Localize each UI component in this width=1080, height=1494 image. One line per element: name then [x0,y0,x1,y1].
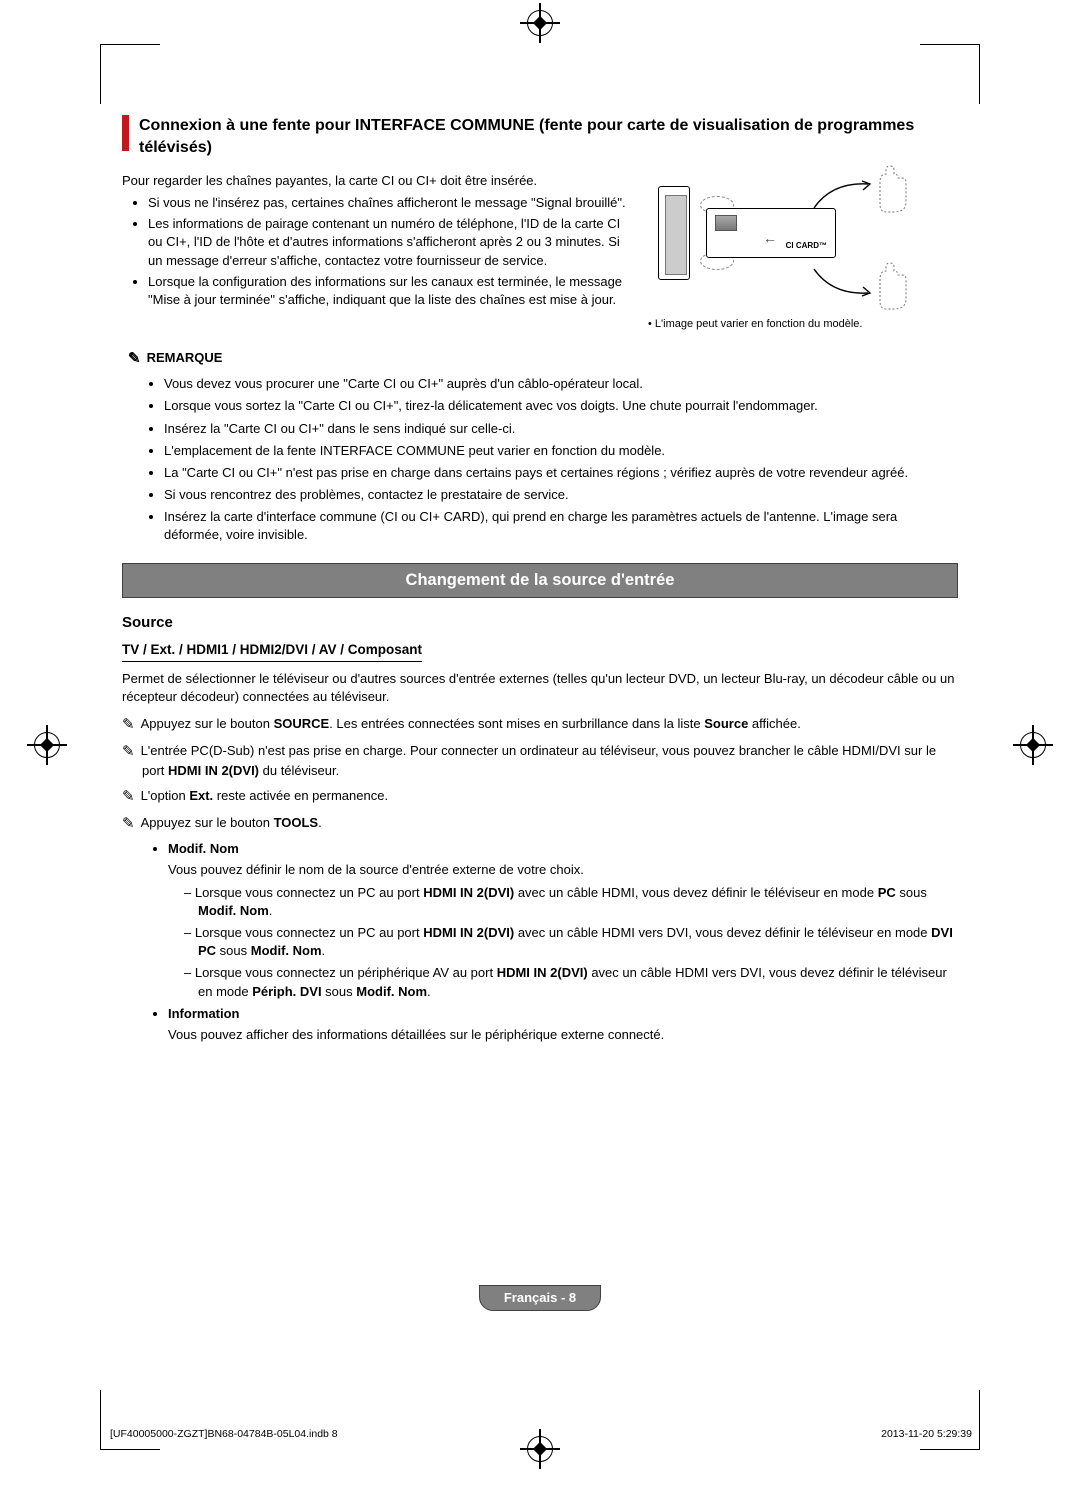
remarque-item: Vous devez vous procurer une "Carte CI o… [164,375,958,393]
tools-sublist: Modif. Nom Vous pouvez définir le nom de… [122,840,958,1044]
remarque-item: L'emplacement de la fente INTERFACE COMM… [164,442,958,460]
curved-arrow-icon [812,267,872,297]
tip-line: ✎Appuyez sur le bouton TOOLS. [122,813,958,834]
note-icon: ✎ [122,786,135,807]
bullet-item: Les informations de pairage contenant un… [148,215,628,270]
hand-icon [874,261,918,313]
arrow-left-icon: ← [763,229,777,249]
source-list-line: TV / Ext. / HDMI1 / HDMI2/DVI / AV / Com… [122,641,422,662]
hand-icon [874,164,918,216]
print-timestamp: 2013-11-20 5:29:39 [881,1427,972,1442]
ci-card-icon: ← CI CARD™ [706,208,836,258]
section-title: Connexion à une fente pour INTERFACE COM… [122,115,958,160]
remarque-header: ✎ REMARQUE [128,348,958,369]
curved-arrow-icon [812,180,872,210]
source-heading: Source [122,612,958,633]
remarque-item: La "Carte CI ou CI+" n'est pas prise en … [164,464,958,482]
remarque-item: Insérez la "Carte CI ou CI+" dans le sen… [164,420,958,438]
remarque-item: Si vous rencontrez des problèmes, contac… [164,486,958,504]
page-number-pill: Français - 8 [479,1285,601,1311]
note-icon: ✎ [122,741,135,762]
remarque-item: Lorsque vous sortez la "Carte CI ou CI+"… [164,397,958,415]
tip-line: ✎L'entrée PC(D-Sub) n'est pas prise en c… [122,741,958,780]
information-desc: Vous pouvez afficher des informations dé… [168,1026,958,1044]
page-footer: Français - 8 [122,1285,958,1311]
ci-card-diagram: ← CI CARD™ [648,166,948,311]
note-icon: ✎ [128,348,141,369]
intro-bullets: Si vous ne l'insérez pas, certaines chaî… [122,194,628,309]
dash-item: Lorsque vous connectez un périphérique A… [184,964,958,1000]
bullet-item: Si vous ne l'insérez pas, certaines chaî… [148,194,628,212]
modif-nom-title: Modif. Nom [168,841,239,856]
card-label: CI CARD™ [786,240,827,251]
information-item: Information Vous pouvez afficher des inf… [168,1005,958,1044]
note-icon: ✎ [122,813,135,834]
intro-text: Pour regarder les chaînes payantes, la c… [122,172,628,190]
print-metadata-line: [UF40005000-ZGZT]BN68-04784B-05L04.indb … [110,1427,972,1442]
registration-mark-icon [1020,732,1046,758]
modif-nom-desc: Vous pouvez définir le nom de la source … [168,861,958,879]
slot-icon [658,186,690,280]
dash-item: Lorsque vous connectez un PC au port HDM… [184,924,958,960]
footer-lang: Français [504,1290,557,1305]
chip-icon [715,215,737,231]
remarque-label: REMARQUE [147,350,223,365]
heading-marker-icon [122,115,129,151]
modif-nom-dash-list: Lorsque vous connectez un PC au port HDM… [168,884,958,1001]
footer-page: 8 [569,1290,576,1305]
crop-mark [100,44,160,104]
tip-line: ✎Appuyez sur le bouton SOURCE. Les entré… [122,714,958,735]
dash-item: Lorsque vous connectez un PC au port HDM… [184,884,958,920]
remarque-item: Insérez la carte d'interface commune (CI… [164,508,958,544]
bullet-item: Lorsque la configuration des information… [148,273,628,309]
remarque-list: Vous devez vous procurer une "Carte CI o… [122,375,958,545]
source-paragraph: Permet de sélectionner le téléviseur ou … [122,670,958,706]
section-banner: Changement de la source d'entrée [122,563,958,598]
information-title: Information [168,1006,240,1021]
tip-line: ✎L'option Ext. reste activée en permanen… [122,786,958,807]
registration-mark-icon [34,732,60,758]
registration-mark-icon [527,10,553,36]
note-icon: ✎ [122,714,135,735]
modif-nom-item: Modif. Nom Vous pouvez définir le nom de… [168,840,958,1001]
diagram-caption: L'image peut varier en fonction du modèl… [648,317,958,332]
crop-mark [920,44,980,104]
section-title-text: Connexion à une fente pour INTERFACE COM… [139,115,958,160]
print-file: [UF40005000-ZGZT]BN68-04784B-05L04.indb … [110,1427,338,1442]
